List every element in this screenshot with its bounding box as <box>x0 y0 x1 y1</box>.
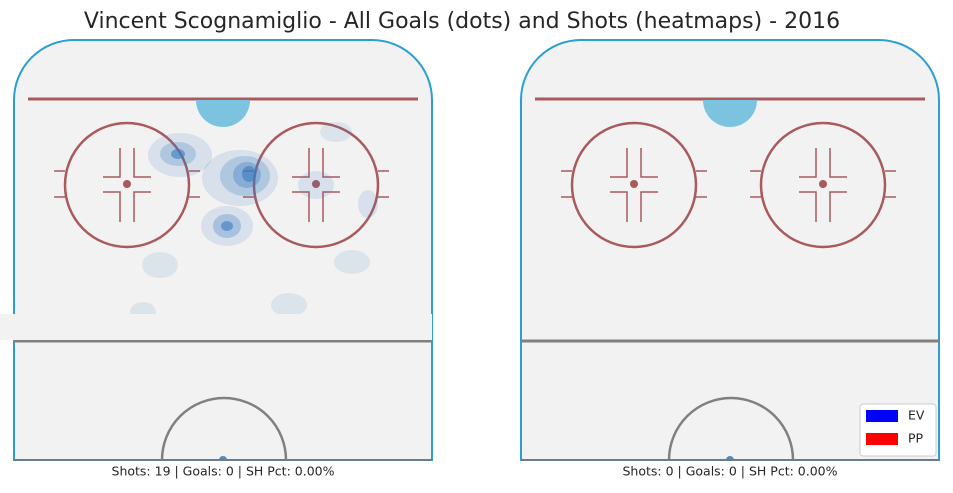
center-circle <box>160 396 288 461</box>
faceoff-dot <box>630 180 638 188</box>
rink <box>13 39 433 461</box>
legend-label: PP <box>908 431 924 446</box>
legend-swatch <box>866 433 898 445</box>
legend: EV PP <box>859 403 937 457</box>
center-circle <box>667 396 795 461</box>
faceoff-circle <box>759 121 887 249</box>
title: Vincent Scognamiglio - All Goals (dots) … <box>84 9 840 34</box>
faceoff-dot <box>123 180 131 188</box>
hash-marks <box>561 148 707 222</box>
rink-board <box>13 39 433 461</box>
rink <box>520 39 940 461</box>
panel-caption: Shots: 19 | Goals: 0 | SH Pct: 0.00% <box>112 464 335 479</box>
center-dot <box>726 456 734 460</box>
legend-label: EV <box>908 408 925 423</box>
faceoff-circle <box>63 121 191 249</box>
hash-marks <box>54 148 200 222</box>
faceoff-dot <box>312 180 320 188</box>
faceoff-circle <box>252 121 380 249</box>
faceoff-circle <box>570 121 698 249</box>
heatmap <box>130 122 378 322</box>
panel-caption: Shots: 0 | Goals: 0 | SH Pct: 0.00% <box>622 464 837 479</box>
crease <box>196 100 250 127</box>
faceoff-dot <box>819 180 827 188</box>
center-dot <box>219 456 227 460</box>
legend-swatch <box>866 410 898 422</box>
rinks <box>13 39 940 461</box>
rink-board <box>520 39 940 461</box>
heatmap-clip <box>0 314 432 340</box>
crease <box>703 100 757 127</box>
hash-marks <box>750 148 896 222</box>
